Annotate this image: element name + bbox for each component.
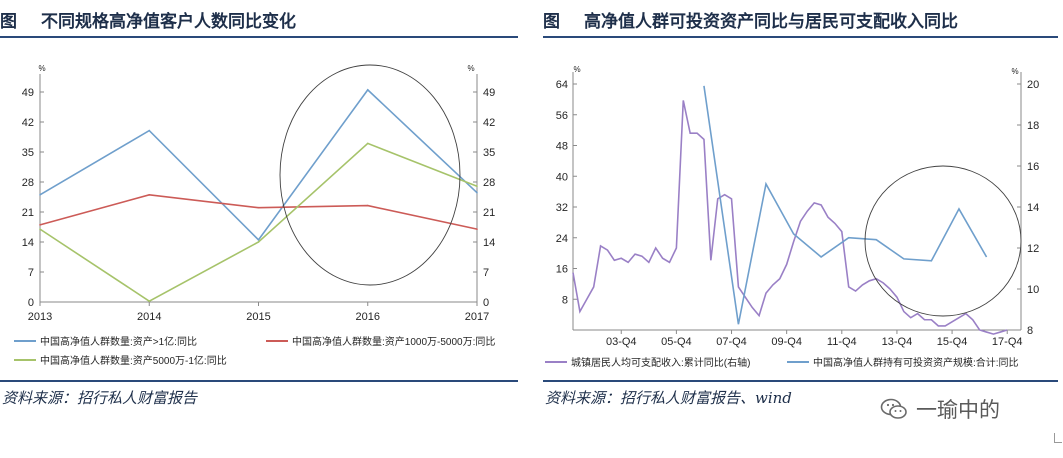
highlight-circle (279, 64, 461, 286)
watermark: 一瑜中的 (880, 394, 1000, 424)
y2-unit-label: % (1011, 67, 1018, 76)
left-chart-title: 不同规格高净值客户人数同比变化 (41, 11, 296, 32)
wechat-icon (880, 398, 907, 419)
left-chart-plot: % % 0 7 14 21 28 35 42 49 0 7 14 21 28 35 42 49 2013 2014 20… (14, 64, 495, 367)
legend-label-0: 城镇居民人均可支配收入:累计同比(右轴) (571, 356, 750, 369)
y-tick-label: 56 (556, 110, 568, 122)
y2-tick-label: 18 (1027, 120, 1039, 132)
x-tick-label: 15-Q4 (937, 336, 968, 348)
data-point (257, 206, 260, 209)
legend-label-2: 中国高净值人群数量:资产5000万-1亿:同比 (40, 354, 227, 367)
y2-tick-label: 12 (1027, 243, 1039, 255)
series-line-0 (39, 88, 478, 242)
y-tick-label: 24 (556, 233, 568, 245)
highlight-circle (864, 165, 1022, 317)
corner-mark (1054, 433, 1062, 443)
y-unit-label: % (573, 65, 580, 74)
y2-tick-label: 28 (483, 177, 495, 189)
y-tick-label: 42 (22, 117, 34, 129)
x-tick-label: 2016 (356, 311, 380, 323)
data-point (257, 241, 260, 243)
y-tick-label: 35 (22, 147, 34, 159)
right-figure-label: 图 (543, 11, 560, 32)
data-point (366, 89, 369, 91)
y2-tick-label: 14 (483, 237, 495, 249)
data-point (39, 194, 41, 196)
y2-unit-label: % (467, 64, 474, 73)
data-point (476, 191, 478, 194)
y-tick-label: 8 (562, 294, 568, 306)
y2-tick-label: 21 (483, 207, 495, 219)
y2-tick-label: 10 (1027, 284, 1039, 296)
data-point (148, 300, 151, 302)
legend-label-1: 中国高净值人群数量:资产1000万-5000万:同比 (292, 335, 495, 348)
data-point (148, 194, 151, 196)
y2-tick-label: 35 (483, 147, 495, 159)
series-line-0 (572, 100, 1008, 335)
right-chart-plot: % % 8 16 24 32 40 48 56 64 8 10 12 14 16 18 20 03-Q4 05-Q4… (545, 65, 1039, 369)
left-chart-panel: 图 不同规格高净值客户人数同比变化 %% 0 7 14 21 28 35 42 49 0 7 14 21… (0, 0, 518, 458)
y2-tick-label: 16 (1027, 161, 1039, 173)
y2-tick-label: 42 (483, 117, 495, 129)
series-line-1 (39, 194, 478, 230)
right-source-rule (543, 380, 1058, 382)
y-tick-label: 14 (22, 237, 34, 249)
y-tick-label: 49 (22, 87, 34, 99)
data-point (39, 224, 41, 226)
y2-tick-label: 8 (1027, 325, 1033, 337)
data-point (476, 185, 478, 188)
x-tick-label: 05-Q4 (661, 336, 692, 348)
x-tick-label: 03-Q4 (606, 336, 637, 348)
left-source-note: 资料来源：招行私人财富报告 (2, 389, 198, 407)
left-title-rule (0, 36, 518, 38)
y-tick-label: 40 (556, 171, 568, 183)
legend-label-1: 中国高净值人群持有可投资资产规模:合计:同比 (813, 356, 1019, 369)
x-tick-label: 2015 (246, 311, 270, 323)
right-chart-panel: 图 高净值人群可投资资产同比与居民可支配收入同比 %% 8 16 24 32 40 48 56… (543, 0, 1063, 458)
series-line-2 (39, 142, 478, 303)
y-tick-label: 32 (556, 202, 568, 214)
y-unit-label: % (38, 64, 45, 73)
left-figure-label: 图 (0, 11, 17, 32)
data-point (366, 142, 369, 145)
data-point (148, 129, 151, 132)
data-point (366, 204, 369, 207)
y2-tick-label: 14 (1027, 202, 1039, 214)
x-tick-label: 13-Q4 (882, 336, 913, 348)
right-source-note: 资料来源：招行私人财富报告、wind (545, 389, 792, 407)
x-tick-label: 11-Q4 (827, 336, 857, 348)
y-tick-label: 48 (556, 141, 568, 153)
legend-label-0: 中国高净值人群数量:资产>1亿:同比 (40, 335, 197, 348)
right-chart-title: 高净值人群可投资资产同比与居民可支配收入同比 (584, 11, 958, 32)
y-tick-label: 16 (556, 264, 568, 276)
watermark-text: 一瑜中的 (916, 398, 1000, 422)
y2-tick-label: 7 (483, 267, 489, 279)
x-tick-label: 07-Q4 (716, 336, 747, 348)
left-source-rule (0, 380, 518, 382)
y2-tick-label: 49 (483, 87, 495, 99)
y-tick-label: 7 (28, 267, 34, 279)
data-point (476, 228, 478, 230)
y-tick-label: 21 (22, 207, 34, 219)
left-chart-title-row: 图 不同规格高净值客户人数同比变化 (0, 6, 296, 32)
series-line-1 (703, 85, 988, 325)
y-tick-label: 64 (556, 79, 568, 91)
right-title-rule (543, 36, 1058, 38)
x-tick-label: 2014 (137, 311, 161, 323)
x-tick-label: 2013 (28, 311, 52, 323)
x-tick-label: 09-Q4 (771, 336, 802, 348)
y-tick-label: 28 (22, 177, 34, 189)
data-point (39, 228, 41, 230)
y2-tick-label: 20 (1027, 79, 1039, 91)
data-point (257, 239, 260, 241)
x-tick-label: 2017 (465, 311, 489, 323)
y2-tick-label: 0 (483, 297, 489, 309)
y-tick-label: 0 (28, 297, 34, 309)
right-chart-title-row: 图 高净值人群可投资资产同比与居民可支配收入同比 (543, 6, 958, 32)
x-tick-label: 17-Q4 (992, 336, 1023, 348)
